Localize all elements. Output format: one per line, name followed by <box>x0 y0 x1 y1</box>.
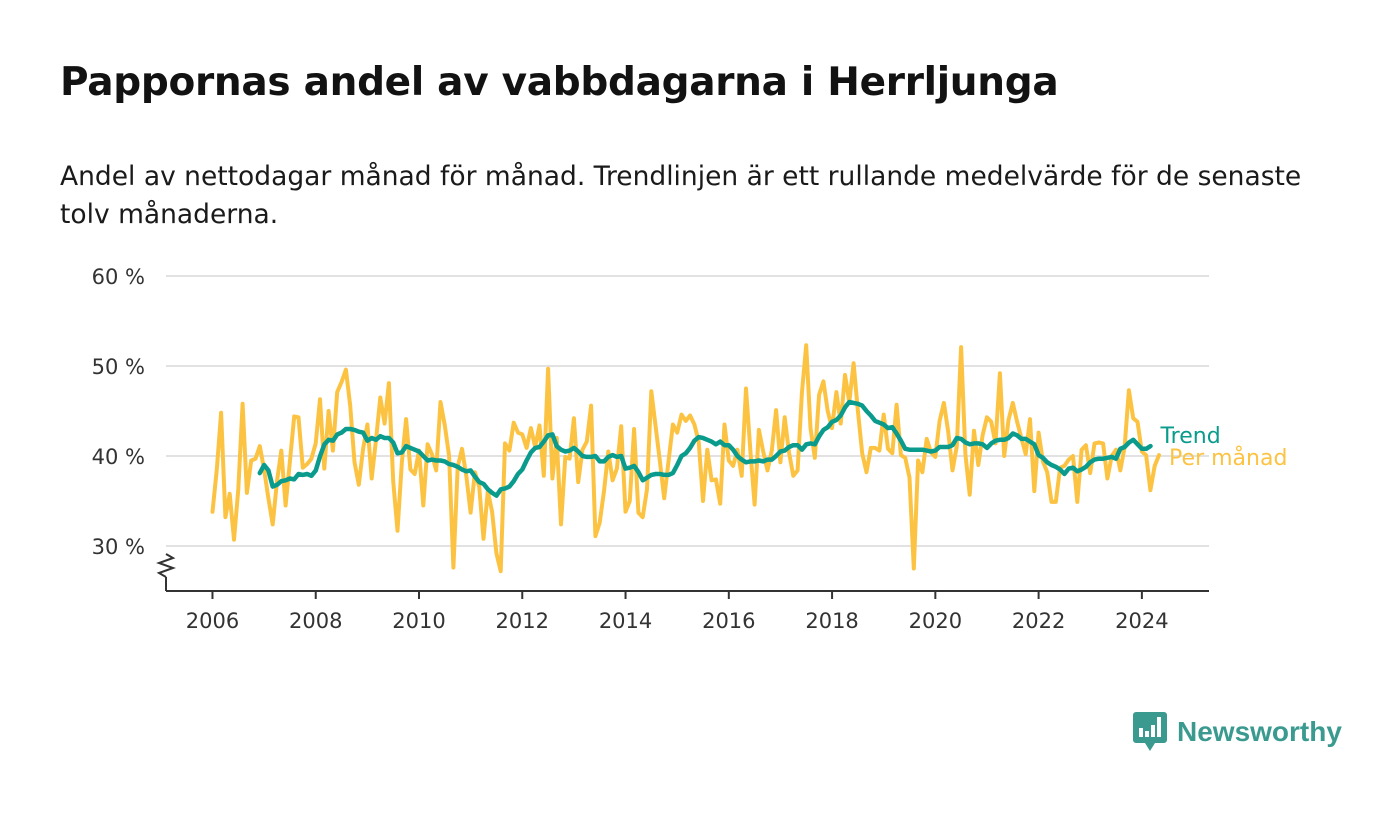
series-line-trend <box>257 399 1153 498</box>
x-tick-label: 2024 <box>1115 609 1168 633</box>
chart-subtitle: Andel av nettodagar månad för månad. Tre… <box>60 161 1302 230</box>
x-axis-ticks: 2006 2008 2010 2012 2014 2016 2018 2020 2022 2024 <box>186 591 1169 633</box>
y-tick-label: 50 % <box>92 355 145 379</box>
y-tick-label: 40 % <box>92 445 145 469</box>
x-tick-label: 2006 <box>186 609 239 633</box>
newsworthy-logo-icon <box>1133 712 1167 751</box>
x-tick-label: 2020 <box>909 609 962 633</box>
y-axis-ticks: 30 % 40 % 50 % 60 % <box>92 265 145 559</box>
y-axis-break-marker <box>156 553 176 578</box>
y-tick-label: 30 % <box>92 535 145 559</box>
x-tick-label: 2010 <box>392 609 445 633</box>
x-tick-label: 2022 <box>1012 609 1065 633</box>
series-line-per-manad <box>210 343 1161 574</box>
x-tick-label: 2012 <box>496 609 549 633</box>
brand-name: Newsworthy <box>1177 716 1342 747</box>
series-label-per-manad: Per månad <box>1169 445 1287 471</box>
x-tick-label: 2018 <box>805 609 858 633</box>
brand-logo[interactable]: Newsworthy <box>1133 712 1342 752</box>
x-tick-label: 2014 <box>599 609 652 633</box>
gridlines <box>166 275 1209 547</box>
x-tick-label: 2008 <box>289 609 342 633</box>
chart-title: Pappornas andel av vabbdagarna i Herrlju… <box>60 60 1059 105</box>
axes <box>156 553 1209 592</box>
x-tick-label: 2016 <box>702 609 755 633</box>
series <box>210 343 1161 574</box>
y-tick-label: 60 % <box>92 265 145 289</box>
series-label-trend: Trend <box>1159 424 1220 449</box>
